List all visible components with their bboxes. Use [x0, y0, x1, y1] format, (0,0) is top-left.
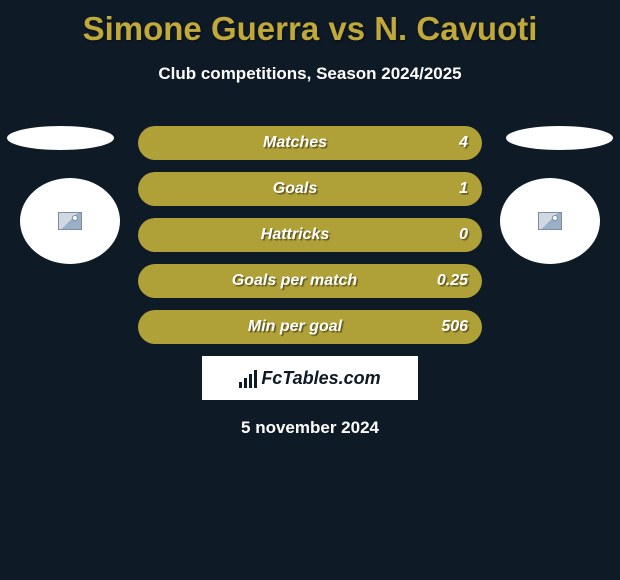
player-left-avatar — [20, 178, 120, 264]
comparison-content: Matches 4 Goals 1 Hattricks 0 Goals per … — [0, 126, 620, 438]
image-placeholder-icon — [58, 212, 82, 230]
stat-value: 0 — [438, 226, 468, 244]
stat-value: 0.25 — [437, 272, 468, 290]
player-right-ellipse — [506, 126, 613, 150]
stat-value: 506 — [438, 318, 468, 336]
stat-row: Goals per match 0.25 — [138, 264, 482, 298]
bar-chart-icon — [239, 368, 257, 388]
stat-label: Matches — [263, 134, 327, 152]
footer-logo[interactable]: FcTables.com — [202, 356, 418, 400]
footer-logo-text: FcTables.com — [261, 368, 380, 389]
stats-list: Matches 4 Goals 1 Hattricks 0 Goals per … — [138, 126, 482, 344]
stat-value: 1 — [438, 180, 468, 198]
page-subtitle: Club competitions, Season 2024/2025 — [0, 64, 620, 84]
page-title: Simone Guerra vs N. Cavuoti — [0, 0, 620, 48]
stat-value: 4 — [438, 134, 468, 152]
stat-label: Goals per match — [232, 272, 357, 290]
stat-label: Goals — [273, 180, 317, 198]
footer-date: 5 november 2024 — [0, 418, 620, 438]
stat-row: Hattricks 0 — [138, 218, 482, 252]
stat-row: Matches 4 — [138, 126, 482, 160]
player-right-avatar — [500, 178, 600, 264]
stat-label: Hattricks — [261, 226, 329, 244]
image-placeholder-icon — [538, 212, 562, 230]
stat-label: Min per goal — [248, 318, 342, 336]
player-left-ellipse — [7, 126, 114, 150]
stat-row: Min per goal 506 — [138, 310, 482, 344]
stat-row: Goals 1 — [138, 172, 482, 206]
